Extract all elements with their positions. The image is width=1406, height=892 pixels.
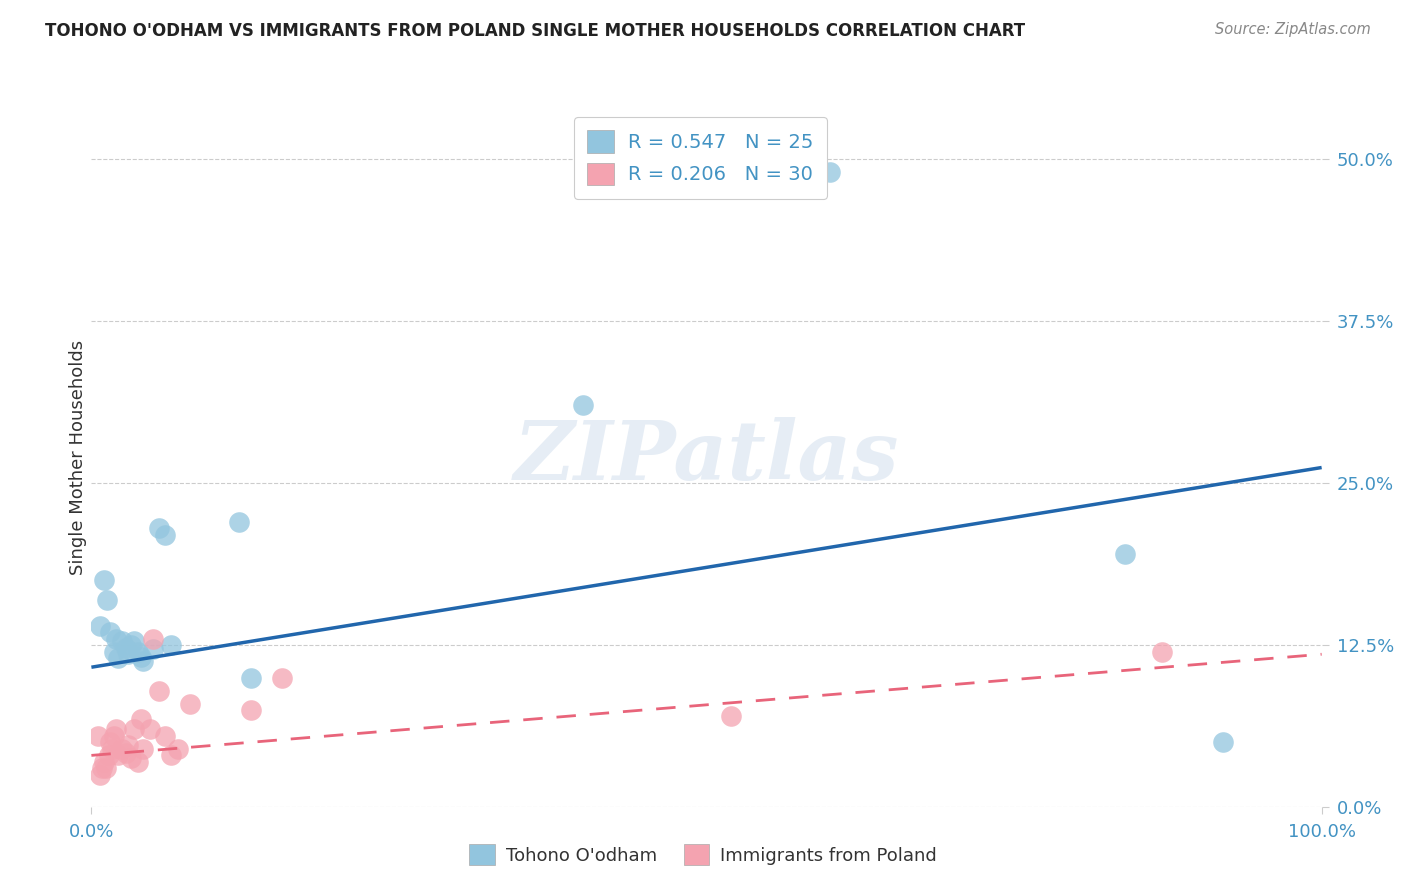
- Point: [124, 634, 146, 648]
- Point: [111, 742, 134, 756]
- Point: [142, 632, 165, 646]
- Point: [89, 618, 111, 632]
- Point: [572, 398, 595, 412]
- Point: [1150, 645, 1173, 659]
- Point: [127, 755, 149, 769]
- Point: [98, 735, 121, 749]
- Text: TOHONO O'ODHAM VS IMMIGRANTS FROM POLAND SINGLE MOTHER HOUSEHOLDS CORRELATION CH: TOHONO O'ODHAM VS IMMIGRANTS FROM POLAND…: [45, 22, 1025, 40]
- Point: [89, 768, 111, 782]
- Point: [105, 723, 127, 737]
- Point: [166, 742, 188, 756]
- Point: [124, 723, 146, 737]
- Legend: Tohono O'odham, Immigrants from Poland: Tohono O'odham, Immigrants from Poland: [463, 837, 943, 872]
- Point: [148, 683, 170, 698]
- Point: [153, 528, 177, 542]
- Point: [105, 632, 127, 646]
- Point: [97, 748, 120, 763]
- Point: [98, 625, 121, 640]
- Point: [117, 738, 139, 752]
- Point: [103, 729, 125, 743]
- Point: [91, 761, 114, 775]
- Text: Source: ZipAtlas.com: Source: ZipAtlas.com: [1215, 22, 1371, 37]
- Point: [139, 723, 162, 737]
- Point: [240, 671, 263, 685]
- Point: [179, 697, 201, 711]
- Point: [111, 634, 134, 648]
- Point: [101, 742, 124, 756]
- Point: [271, 671, 294, 685]
- Point: [160, 638, 183, 652]
- Point: [720, 709, 742, 723]
- Point: [127, 645, 149, 659]
- Point: [148, 521, 170, 535]
- Point: [114, 746, 138, 760]
- Point: [132, 742, 155, 756]
- Y-axis label: Single Mother Households: Single Mother Households: [69, 340, 87, 574]
- Point: [818, 165, 841, 179]
- Point: [120, 638, 142, 652]
- Point: [160, 748, 183, 763]
- Point: [120, 751, 142, 765]
- Point: [228, 515, 250, 529]
- Point: [129, 649, 152, 664]
- Point: [93, 574, 115, 588]
- Point: [117, 647, 139, 661]
- Point: [1114, 548, 1136, 562]
- Point: [107, 748, 129, 763]
- Text: ZIPatlas: ZIPatlas: [513, 417, 900, 497]
- Point: [240, 703, 263, 717]
- Point: [132, 654, 155, 668]
- Point: [129, 712, 152, 726]
- Legend: R = 0.547   N = 25, R = 0.206   N = 30: R = 0.547 N = 25, R = 0.206 N = 30: [574, 117, 827, 199]
- Point: [93, 755, 115, 769]
- Point: [153, 729, 177, 743]
- Point: [96, 761, 117, 775]
- Point: [86, 729, 108, 743]
- Point: [114, 640, 138, 655]
- Point: [103, 645, 125, 659]
- Point: [107, 651, 129, 665]
- Point: [96, 592, 118, 607]
- Point: [1212, 735, 1234, 749]
- Point: [142, 642, 165, 657]
